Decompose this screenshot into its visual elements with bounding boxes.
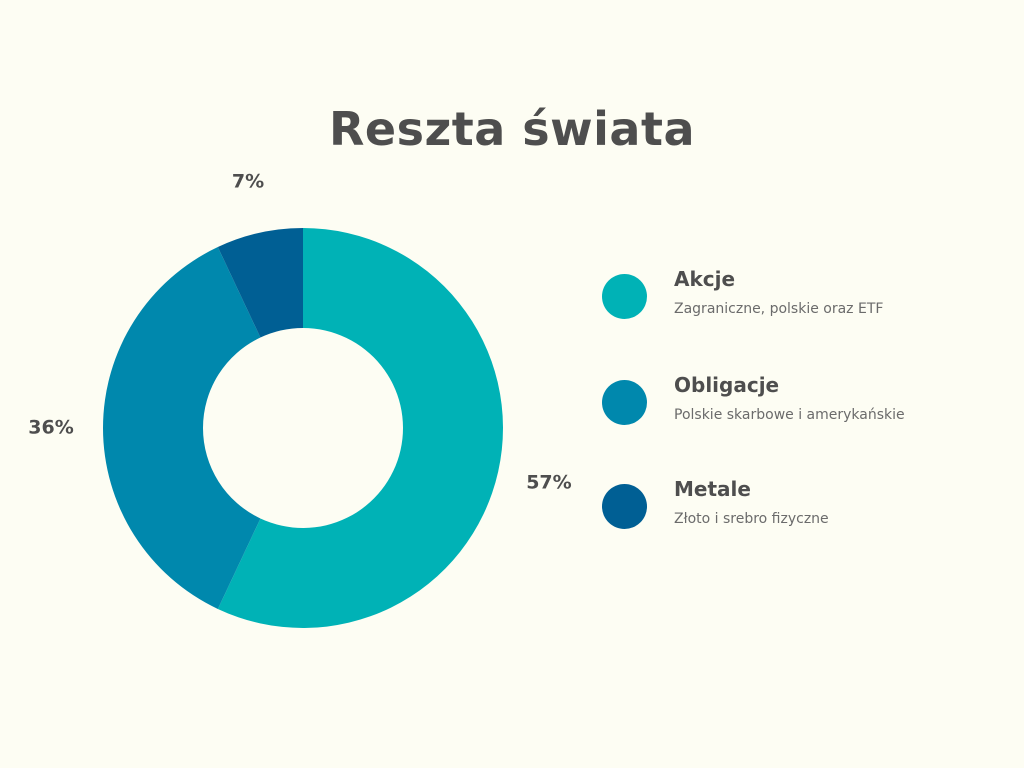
slice-label-akcje: 57% bbox=[526, 471, 571, 493]
legend-desc-obligacje: Polskie skarbowe i amerykańskie bbox=[674, 407, 905, 423]
legend-name-akcje: Akcje bbox=[674, 267, 736, 291]
donut-slice-akcje bbox=[217, 228, 503, 628]
donut-slice-obligacje bbox=[103, 247, 261, 609]
legend-name-metale: Metale bbox=[674, 477, 751, 501]
legend-item-obligacje: Obligacje Polskie skarbowe i amerykański… bbox=[602, 373, 982, 440]
legend-name-obligacje: Obligacje bbox=[674, 373, 780, 397]
donut-labels: 57% 36% 7% bbox=[28, 171, 571, 494]
legend-item-metale: Metale Złoto i srebro fizyczne bbox=[602, 477, 982, 544]
slice-label-metale: 7% bbox=[232, 171, 264, 193]
donut-slice-metale bbox=[217, 228, 303, 338]
legend-desc-metale: Złoto i srebro fizyczne bbox=[674, 511, 829, 527]
donut-slices bbox=[103, 228, 503, 628]
legend-item-akcje: Akcje Zagraniczne, polskie oraz ETF bbox=[602, 267, 982, 334]
chart-title: Reszta świata bbox=[328, 102, 696, 156]
slice-label-obligacje: 36% bbox=[28, 417, 73, 439]
legend-swatch-metale bbox=[602, 484, 647, 529]
legend-swatch-akcje bbox=[602, 274, 647, 319]
legend-desc-akcje: Zagraniczne, polskie oraz ETF bbox=[674, 301, 884, 317]
legend-swatch-obligacje bbox=[602, 380, 647, 425]
